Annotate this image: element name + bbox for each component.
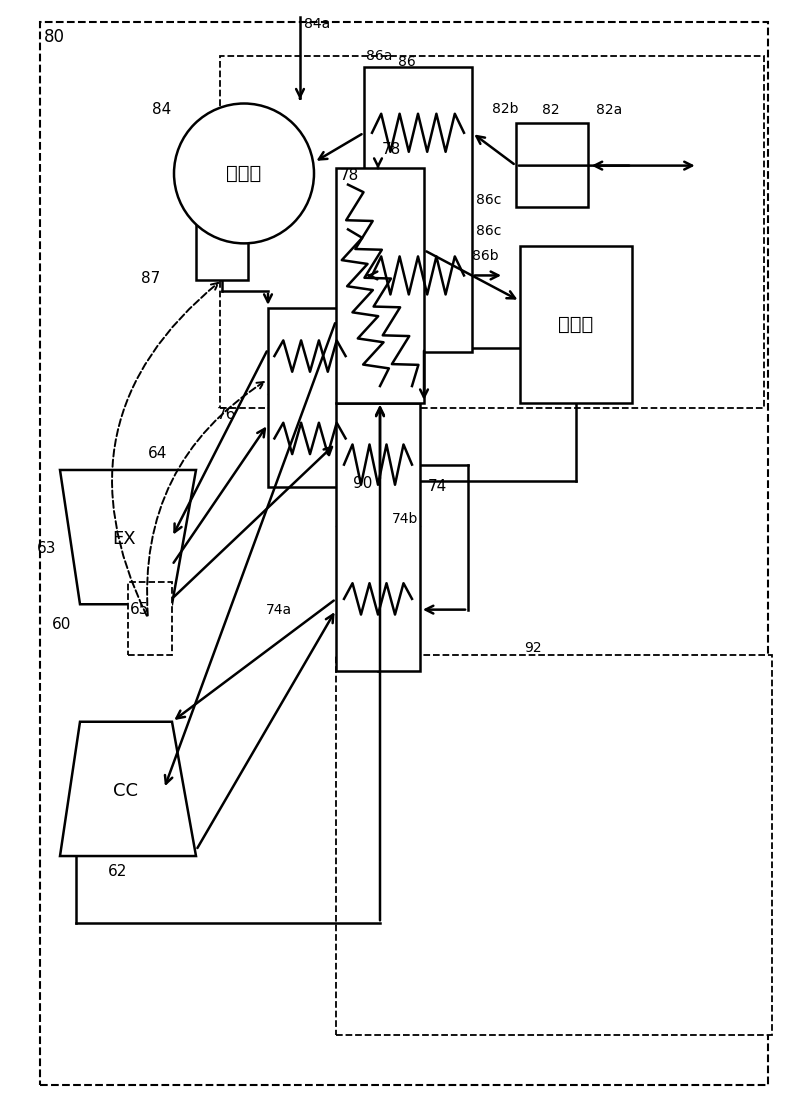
Text: 燃焼器: 燃焼器 — [226, 164, 262, 182]
Bar — [336, 168, 424, 403]
Text: 84a: 84a — [304, 17, 330, 31]
Text: 80: 80 — [44, 28, 65, 46]
Text: 86c: 86c — [476, 224, 502, 238]
Text: 63: 63 — [37, 540, 56, 556]
Bar — [516, 123, 588, 207]
Ellipse shape — [174, 104, 314, 244]
Text: 78: 78 — [382, 142, 402, 157]
Text: 86c: 86c — [476, 192, 502, 207]
Text: 82a: 82a — [596, 103, 622, 117]
Text: 60: 60 — [52, 618, 71, 632]
Text: 散熱器: 散熱器 — [558, 316, 594, 333]
Text: 82: 82 — [542, 103, 560, 117]
Bar — [196, 207, 248, 280]
Text: 86a: 86a — [366, 48, 393, 63]
Text: 90: 90 — [353, 476, 372, 490]
Text: 92: 92 — [524, 640, 542, 655]
Text: 78: 78 — [340, 168, 359, 182]
Text: 74b: 74b — [392, 513, 418, 526]
Bar — [364, 67, 472, 352]
Text: 86b: 86b — [472, 248, 498, 263]
Text: 65: 65 — [130, 602, 149, 618]
Text: 74: 74 — [428, 479, 447, 495]
Text: 76: 76 — [217, 406, 236, 422]
Bar — [220, 56, 764, 408]
Text: 64: 64 — [148, 446, 167, 461]
Text: 82b: 82b — [492, 102, 518, 116]
Text: 84: 84 — [152, 103, 171, 117]
Text: 62: 62 — [108, 864, 127, 878]
Bar — [336, 655, 772, 1035]
Text: EX: EX — [112, 530, 136, 548]
Text: 74a: 74a — [266, 603, 292, 617]
Bar — [268, 308, 352, 487]
Bar — [336, 403, 420, 671]
Bar — [128, 582, 172, 655]
Text: CC: CC — [113, 782, 138, 800]
Text: 86: 86 — [398, 55, 416, 69]
Text: 87: 87 — [141, 272, 160, 286]
Bar — [520, 246, 632, 403]
